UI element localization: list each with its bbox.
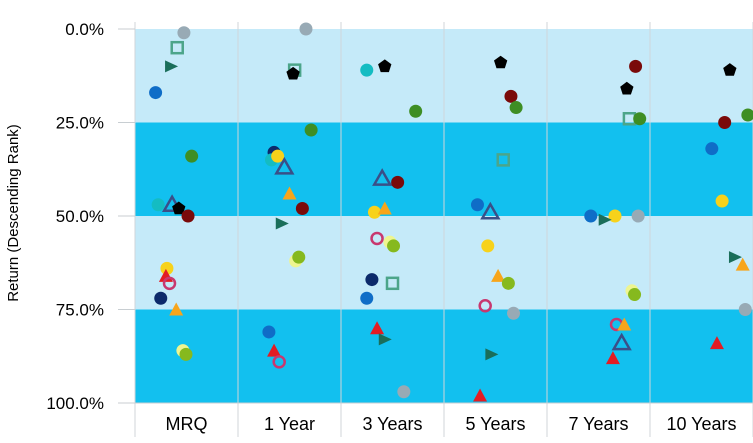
point-35 bbox=[372, 168, 393, 186]
point-28 bbox=[292, 250, 306, 264]
point-48 bbox=[494, 55, 508, 69]
point-77 bbox=[741, 108, 753, 122]
y-tick-label-0: 0.0% bbox=[65, 20, 104, 39]
point-15 bbox=[179, 347, 193, 361]
point-79 bbox=[715, 194, 729, 208]
y-tick-label-1: 25.0% bbox=[56, 114, 104, 133]
point-36 bbox=[391, 175, 405, 189]
point-57 bbox=[478, 299, 492, 313]
point-72 bbox=[617, 317, 632, 331]
point-66 bbox=[608, 209, 622, 223]
x-tick-label-1: 1 Year bbox=[264, 414, 315, 434]
y-tick-label-2: 50.0% bbox=[56, 207, 104, 226]
point-4 bbox=[185, 149, 199, 163]
point-2 bbox=[165, 60, 179, 73]
x-tick-label-5: 10 Years bbox=[666, 414, 736, 434]
point-31 bbox=[272, 355, 286, 369]
point-41 bbox=[387, 239, 401, 253]
x-tick-label-0: MRQ bbox=[166, 414, 208, 434]
point-24 bbox=[282, 186, 297, 200]
vertical-gridlines bbox=[134, 22, 753, 437]
point-39 bbox=[370, 231, 384, 246]
point-53 bbox=[480, 201, 501, 220]
point-56 bbox=[501, 276, 515, 290]
axes bbox=[118, 28, 753, 404]
point-67 bbox=[598, 213, 612, 226]
point-78 bbox=[705, 142, 719, 156]
point-30 bbox=[267, 343, 282, 357]
point-9 bbox=[160, 261, 174, 275]
point-3 bbox=[149, 86, 163, 100]
point-33 bbox=[378, 59, 392, 73]
point-75 bbox=[723, 63, 737, 76]
point-68 bbox=[631, 209, 645, 223]
point-11 bbox=[162, 276, 177, 291]
point-82 bbox=[738, 303, 752, 316]
y-tick-labels: 0.0% 25.0% 50.0% 75.0% 100.0% bbox=[46, 20, 104, 413]
point-29 bbox=[262, 325, 276, 339]
point-45 bbox=[370, 321, 385, 335]
point-37 bbox=[367, 205, 381, 219]
point-44 bbox=[360, 291, 374, 305]
point-81 bbox=[735, 257, 750, 271]
point-22 bbox=[271, 149, 285, 163]
y-tick-label-3: 75.0% bbox=[56, 301, 104, 320]
point-76 bbox=[718, 116, 732, 129]
point-32 bbox=[360, 63, 374, 77]
x-tick-label-4: 7 Years bbox=[568, 414, 628, 434]
point-73 bbox=[611, 332, 632, 351]
point-16 bbox=[299, 22, 313, 36]
point-23 bbox=[274, 156, 295, 175]
x-tick-label-3: 5 Years bbox=[465, 414, 525, 434]
point-25 bbox=[295, 202, 309, 216]
point-70 bbox=[628, 288, 642, 302]
point-47 bbox=[397, 385, 411, 399]
point-61 bbox=[620, 81, 634, 95]
point-83 bbox=[709, 336, 724, 350]
point-42 bbox=[365, 273, 379, 287]
point-8 bbox=[181, 209, 195, 223]
point-64 bbox=[633, 112, 647, 126]
point-7 bbox=[172, 201, 186, 215]
point-5 bbox=[151, 198, 165, 212]
point-46 bbox=[378, 333, 392, 346]
point-43 bbox=[385, 276, 400, 291]
x-tick-label-2: 3 Years bbox=[362, 414, 422, 434]
y-axis-label: Return (Descending Rank) bbox=[5, 124, 22, 302]
point-38 bbox=[377, 201, 392, 215]
point-49 bbox=[504, 89, 518, 103]
x-category-labels: MRQ 1 Year 3 Years 5 Years 7 Years 10 Years bbox=[166, 414, 737, 434]
point-80 bbox=[728, 251, 742, 264]
point-50 bbox=[509, 101, 523, 115]
point-58 bbox=[507, 306, 521, 320]
point-60 bbox=[473, 388, 488, 402]
point-1 bbox=[170, 40, 184, 55]
point-0 bbox=[177, 26, 191, 40]
point-12 bbox=[169, 302, 184, 316]
point-59 bbox=[485, 348, 499, 361]
point-13 bbox=[154, 291, 168, 305]
point-18 bbox=[286, 66, 300, 80]
point-52 bbox=[470, 198, 484, 212]
data-points bbox=[149, 22, 753, 402]
point-62 bbox=[629, 59, 643, 73]
point-34 bbox=[409, 104, 423, 118]
y-tick-label-4: 100.0% bbox=[46, 394, 104, 413]
point-65 bbox=[584, 209, 598, 223]
point-74 bbox=[605, 351, 620, 365]
point-51 bbox=[496, 153, 510, 167]
point-55 bbox=[491, 268, 506, 282]
point-19 bbox=[304, 123, 318, 137]
point-54 bbox=[481, 239, 495, 253]
point-26 bbox=[275, 217, 289, 230]
